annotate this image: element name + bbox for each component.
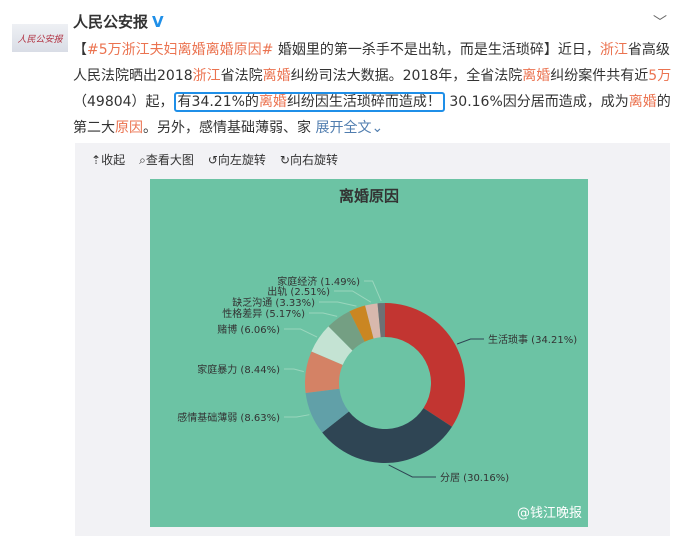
slice-label: 赌博 (6.06%) bbox=[217, 323, 280, 336]
leader-line bbox=[319, 301, 357, 307]
text-segment: （49804）起， bbox=[73, 94, 174, 110]
chart-title: 离婚原因 bbox=[338, 187, 399, 205]
text-segment: 纠纷案件共有近 bbox=[550, 68, 649, 84]
slice-分居 bbox=[322, 408, 452, 463]
author-name[interactable]: 人民公安报 V bbox=[73, 11, 164, 32]
slice-家庭经济 bbox=[377, 303, 385, 338]
text-segment: 婚姻里的第一杀手不是出轨，而是生活琐碎】近日， bbox=[273, 42, 600, 58]
text-segment: 离婚 bbox=[522, 68, 551, 84]
text-segment[interactable]: #5万浙江夫妇离婚离婚原因# bbox=[87, 42, 274, 58]
slice-出轨 bbox=[365, 303, 381, 339]
text-segment: 离婚 bbox=[628, 94, 657, 110]
post-text: 【#5万浙江夫妇离婚离婚原因# 婚姻里的第一杀手不是出轨，而是生活琐碎】近日，浙… bbox=[73, 37, 673, 141]
chevron-down-icon[interactable]: ﹀ bbox=[653, 15, 667, 31]
text-segment: 纠纷司法大数据。2018年，全省法院 bbox=[290, 68, 523, 84]
leader-line bbox=[284, 414, 310, 418]
collapse-button[interactable]: ⇡收起 bbox=[91, 153, 126, 167]
slice-感情基础薄弱 bbox=[305, 388, 349, 433]
slice-label: 性格差异 (5.17%) bbox=[222, 307, 305, 320]
rotate-left-button[interactable]: ↺向左旋转 bbox=[207, 153, 266, 167]
slice-label: 感情基础薄弱 (8.63%) bbox=[177, 411, 280, 424]
chart-image[interactable]: 离婚原因 生活琐事 (34.21%) 分居 (30.16%) 感情基础薄弱 (8.6… bbox=[150, 179, 588, 527]
view-large-button[interactable]: ⌕查看大图 bbox=[139, 153, 194, 167]
text-segment: 省法院 bbox=[220, 68, 263, 84]
text-segment: 的第二大 bbox=[73, 94, 671, 136]
slice-生活琐事 bbox=[385, 303, 466, 427]
leader-line bbox=[284, 328, 318, 338]
slice-label: 家庭经济 (1.49%) bbox=[277, 275, 360, 288]
text-segment: 浙江 bbox=[192, 68, 221, 84]
leader-line bbox=[284, 368, 304, 373]
text-segment: 。另外，感情基础薄弱、家 bbox=[143, 120, 316, 136]
slice-家庭暴力 bbox=[305, 351, 343, 394]
slice-label: 分居 (30.16%) bbox=[440, 472, 509, 484]
image-toolbar: ⇡收起 ⌕查看大图 ↺向左旋转 ↻向右旋转 bbox=[91, 151, 338, 168]
slice-性格差异 bbox=[328, 311, 365, 351]
text-segment: 【 bbox=[73, 42, 87, 58]
expand-link[interactable]: 展开全文⌄ bbox=[315, 120, 384, 136]
image-viewer: ⇡收起 ⌕查看大图 ↺向左旋转 ↻向右旋转 离婚原因 生活琐事 (34.21%)… bbox=[75, 143, 670, 536]
leader-line bbox=[456, 338, 484, 345]
leader-line bbox=[388, 464, 436, 478]
slice-label: 生活琐事 (34.21%) bbox=[488, 333, 577, 346]
author-label: 人民公安报 bbox=[73, 13, 149, 31]
text-segment: 有34.21%的 bbox=[177, 94, 259, 110]
verified-icon: V bbox=[152, 13, 164, 31]
leader-line bbox=[309, 312, 338, 317]
slice-label: 缺乏沟通 (3.33%) bbox=[232, 296, 315, 309]
text-segment: 浙江 bbox=[599, 42, 628, 58]
text-segment: 原因 bbox=[115, 120, 143, 136]
donut-chart: 生活琐事 (34.21%) 分居 (30.16%) 感情基础薄弱 (8.63%) 家庭… bbox=[177, 275, 577, 484]
avatar[interactable]: 人民公安报 bbox=[12, 24, 68, 52]
leader-line bbox=[364, 280, 382, 302]
watermark: @钱江晚报 bbox=[516, 506, 582, 521]
slice-label: 家庭暴力 (8.44%) bbox=[197, 363, 280, 376]
text-segment: 30.16%因分居而造成，成为 bbox=[444, 94, 629, 110]
text-segment: 5万 bbox=[648, 68, 672, 84]
highlight-box: 有34.21%的离婚纠纷因生活琐碎而造成！ bbox=[173, 92, 445, 112]
slice-缺乏沟通 bbox=[349, 305, 374, 342]
text-segment: 离婚 bbox=[258, 94, 287, 110]
slice-赌博 bbox=[311, 326, 353, 365]
text-segment: 纠纷因生活琐碎而造成！ bbox=[286, 94, 441, 110]
text-segment: 省高级人民法院晒出2018 bbox=[73, 42, 670, 84]
slice-label: 出轨 (2.51%) bbox=[267, 285, 330, 298]
text-segment: 离婚 bbox=[262, 68, 291, 84]
leader-line bbox=[334, 290, 372, 303]
rotate-right-button[interactable]: ↻向右旋转 bbox=[279, 153, 338, 167]
